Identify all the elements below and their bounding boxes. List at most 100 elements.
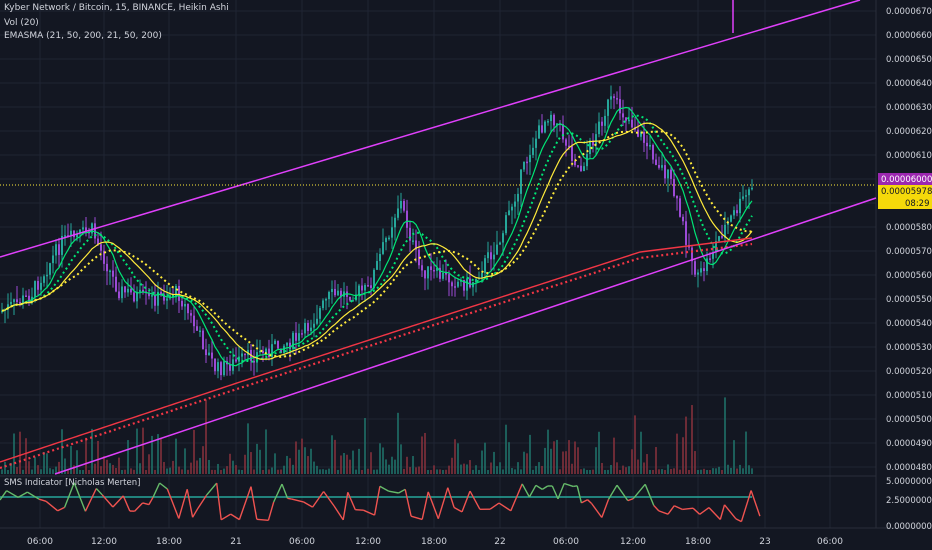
- volume-bar: [157, 434, 159, 474]
- volume-bar: [181, 469, 183, 474]
- sms-segment: [576, 485, 583, 504]
- candle-body: [487, 252, 489, 259]
- volume-bar: [367, 468, 369, 474]
- countdown-value: 08:29: [905, 199, 930, 209]
- volume-bar: [625, 467, 627, 474]
- volume-bar: [490, 462, 492, 474]
- candle-body: [280, 348, 282, 353]
- candle-body: [541, 125, 543, 133]
- volume-bar: [358, 448, 360, 474]
- candle-body: [295, 332, 297, 341]
- candle-body: [652, 145, 654, 160]
- volume-bar: [682, 437, 684, 474]
- volume-bar: [673, 468, 675, 474]
- volume-bar: [595, 447, 597, 474]
- sms-segment: [220, 513, 232, 521]
- volume-bar: [151, 435, 153, 474]
- sms-segment: [57, 506, 65, 512]
- sms-segment: [281, 483, 289, 499]
- candle-body: [586, 154, 588, 167]
- volume-bar: [121, 469, 123, 474]
- volume-legend: Vol (20): [4, 18, 39, 28]
- volume-bar: [163, 461, 165, 474]
- volume-bar: [361, 469, 363, 474]
- volume-bar: [70, 446, 72, 474]
- candle-body: [745, 195, 747, 197]
- candle-body: [337, 290, 339, 296]
- candle-body: [508, 210, 510, 216]
- candle-body: [424, 270, 426, 279]
- candle-body: [367, 285, 369, 287]
- volume-bar: [658, 469, 660, 474]
- volume-bar: [385, 459, 387, 474]
- volume-bar: [544, 447, 546, 474]
- volume-bar: [292, 464, 294, 474]
- candle-body: [412, 240, 414, 242]
- candle-body: [118, 291, 120, 299]
- volume-bar: [82, 469, 84, 474]
- candle-body: [679, 198, 681, 217]
- volume-bar: [538, 462, 540, 474]
- volume-bar: [130, 468, 132, 474]
- sms-segment: [273, 483, 283, 503]
- volume-bar: [532, 469, 534, 474]
- volume-bar: [553, 441, 555, 474]
- grid-layer: [0, 0, 932, 529]
- candle-body: [217, 362, 219, 372]
- candle-body: [631, 119, 633, 128]
- volume-bar: [685, 416, 687, 474]
- volume-bar: [352, 450, 354, 474]
- volume-bar: [586, 469, 588, 474]
- candle-body: [604, 115, 606, 126]
- candle-body: [55, 244, 57, 256]
- candle-body: [292, 332, 294, 349]
- candle-body: [733, 210, 735, 216]
- candle-body: [388, 237, 390, 240]
- volume-bar: [406, 456, 408, 474]
- volume-bar: [601, 462, 603, 474]
- sms-segment: [498, 502, 512, 512]
- candle-body: [565, 139, 567, 146]
- candle-body: [316, 318, 318, 324]
- volume-bar: [688, 469, 690, 474]
- volume-bar: [277, 469, 279, 474]
- candle-body: [334, 288, 336, 296]
- volume-bar: [526, 453, 528, 474]
- candle-body: [205, 349, 207, 356]
- volume-bar: [67, 469, 69, 474]
- volume-bar: [124, 469, 126, 474]
- candle-body: [706, 258, 708, 272]
- candle-body: [742, 196, 744, 199]
- candle-body: [475, 279, 477, 283]
- volume-bar: [1, 469, 3, 474]
- volume-bar: [589, 469, 591, 474]
- volume-bar: [175, 438, 177, 474]
- volume-bar: [418, 466, 420, 474]
- volume-bar: [319, 469, 321, 474]
- volume-bar: [484, 442, 486, 474]
- volume-bar: [31, 469, 33, 474]
- candle-body: [229, 364, 231, 371]
- candle-body: [700, 268, 702, 273]
- volume-bar: [709, 469, 711, 474]
- volume-bar: [670, 468, 672, 474]
- candle-body: [136, 291, 138, 302]
- sms-segment: [740, 490, 752, 522]
- candle-body: [70, 230, 72, 236]
- volume-bar: [571, 463, 573, 474]
- sma-21-line: [1, 106, 753, 367]
- candle-body: [415, 240, 417, 250]
- volume-bar: [430, 469, 432, 474]
- candle-body: [391, 227, 393, 238]
- volume-bar: [394, 459, 396, 474]
- volume-bar: [550, 448, 552, 474]
- candle-body: [112, 270, 114, 277]
- candle-body: [454, 286, 456, 288]
- volume-bar: [520, 469, 522, 474]
- volume-bar: [742, 468, 744, 474]
- candle-body: [484, 258, 486, 273]
